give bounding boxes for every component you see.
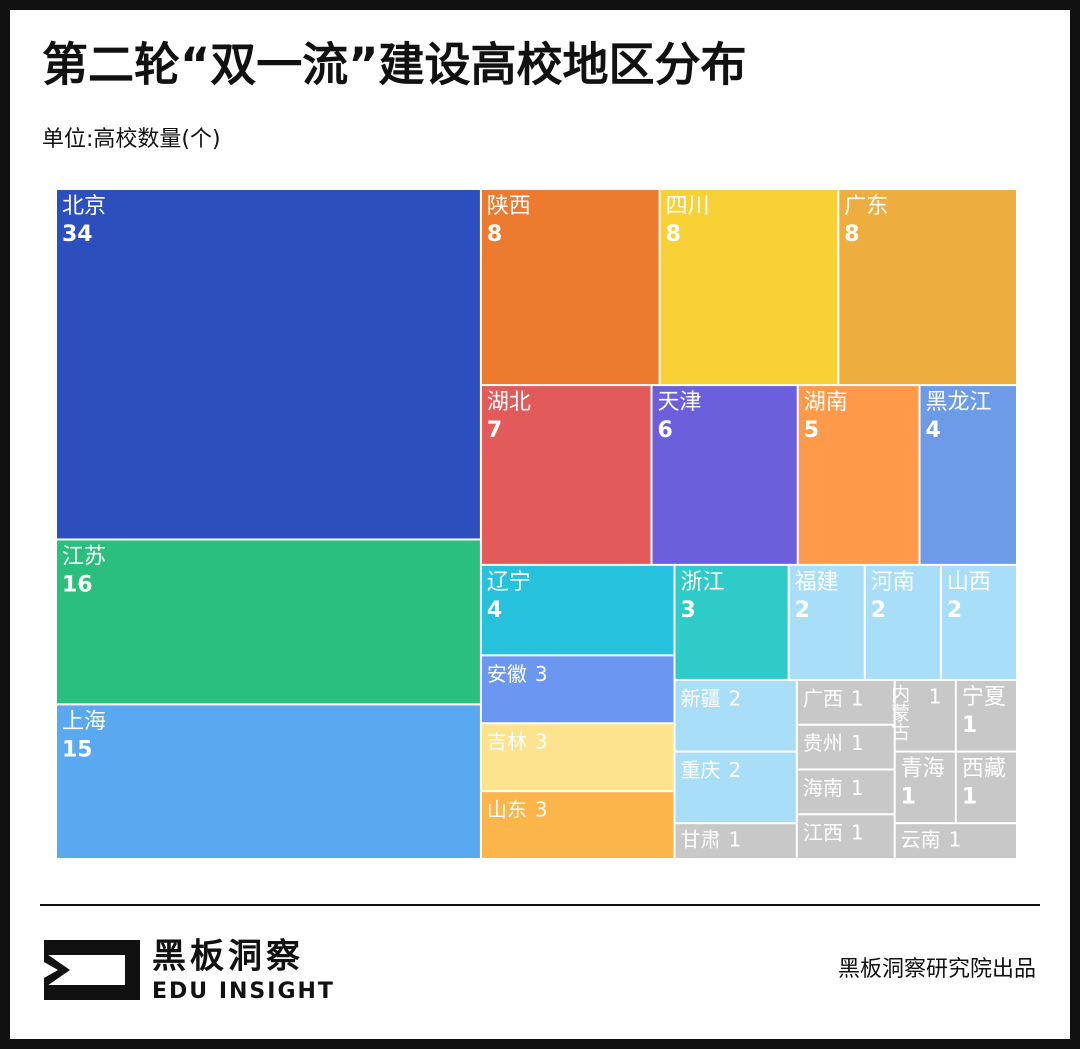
tile-label: 宁夏 (962, 685, 1006, 710)
tile-value: 1 (851, 686, 864, 710)
tile (895, 680, 955, 751)
tile (57, 705, 480, 858)
tile-label: 江苏 (62, 544, 106, 569)
tile-value: 15 (62, 737, 93, 762)
tile-label: 重庆 (681, 758, 721, 782)
tile-value: 7 (487, 418, 502, 443)
tile-label: 四川 (666, 194, 710, 219)
tile-label: 山东 (487, 798, 527, 822)
tile-value: 3 (535, 798, 548, 822)
tile-value: 3 (535, 662, 548, 686)
tile-value: 5 (804, 418, 819, 443)
tile (481, 792, 674, 858)
tile-value: 1 (851, 731, 864, 755)
chart-title: 第二轮“双一流”建设高校地区分布 (42, 38, 746, 92)
tile-label: 上海 (62, 709, 106, 734)
tile-label: 广东 (844, 194, 888, 219)
tile-label: 湖北 (487, 390, 531, 415)
tile-value: 2 (729, 686, 742, 710)
tile-value: 2 (871, 598, 886, 623)
tile-value: 1 (901, 785, 916, 810)
tile-label: 青海 (901, 757, 945, 782)
tile-label: 甘肃 (681, 828, 721, 852)
tile-label: 山西 (947, 570, 991, 595)
tile-label: 安徽 (487, 662, 527, 686)
tile (797, 725, 894, 769)
tile (481, 656, 674, 723)
tile (789, 565, 864, 679)
tile-label: 天津 (657, 390, 701, 415)
tile (675, 565, 788, 679)
tile (675, 752, 796, 823)
tile (652, 386, 797, 564)
tile-label: 新疆 (681, 686, 721, 710)
tile-value: 1 (962, 713, 977, 738)
tile-label: 吉林 (487, 730, 527, 754)
tile-label: 辽宁 (487, 570, 531, 595)
tile (797, 770, 894, 814)
tile (941, 565, 1016, 679)
tile (865, 565, 940, 679)
tile-value: 2 (795, 598, 810, 623)
tile (797, 680, 894, 724)
tile (57, 540, 480, 704)
tile-value: 8 (487, 222, 502, 247)
tile-label: 北京 (62, 194, 106, 219)
tile-value: 8 (844, 222, 859, 247)
tile-value: 4 (487, 598, 502, 623)
tile-value: 1 (729, 828, 742, 852)
brand-tagline: EDU INSIGHT (152, 979, 335, 1004)
credit: 黑板洞察研究院出品 (838, 957, 1036, 982)
tile-label: 海南 (803, 776, 843, 800)
logo (44, 940, 140, 1000)
tile-label: 浙江 (681, 570, 725, 595)
tile (895, 752, 955, 823)
tile (481, 386, 651, 564)
tile-value: 1 (851, 776, 864, 800)
tile-value: 1 (949, 828, 962, 852)
tile (675, 680, 796, 751)
tile-value: 3 (535, 730, 548, 754)
tile (481, 724, 674, 791)
tile-value: 8 (666, 222, 681, 247)
subtitle: 单位:高校数量(个) (42, 127, 221, 152)
tile-label: 内蒙古 (888, 684, 910, 741)
tile-label: 西藏 (962, 757, 1006, 782)
tile-label: 贵州 (803, 731, 843, 755)
tile-value: 3 (681, 598, 696, 623)
tile (57, 190, 480, 539)
tile (956, 680, 1016, 751)
tile (675, 824, 796, 858)
tile-value: 1 (851, 821, 864, 845)
tile (481, 190, 659, 385)
tile-value: 16 (62, 572, 93, 597)
tile (920, 386, 1016, 564)
tile-label: 陕西 (487, 194, 531, 219)
brand-name: 黑板洞察 (152, 937, 304, 977)
tile-label: 黑龙江 (926, 390, 992, 415)
tile (798, 386, 919, 564)
tile-label: 江西 (803, 821, 843, 845)
tile-value: 6 (657, 418, 672, 443)
tile-value: 4 (926, 418, 941, 443)
tile-label: 河南 (871, 570, 915, 595)
tile-label: 广西 (803, 686, 843, 710)
tile (956, 752, 1016, 823)
tile-value: 1 (929, 684, 942, 708)
tile-value: 2 (947, 598, 962, 623)
tile (797, 815, 894, 858)
tile-value: 34 (62, 222, 93, 247)
tile-value: 1 (962, 785, 977, 810)
tile (660, 190, 838, 385)
tile-label: 云南 (901, 828, 941, 852)
tile (481, 565, 674, 655)
tile-label: 湖南 (804, 390, 848, 415)
tile (895, 824, 1016, 858)
tile-value: 2 (729, 758, 742, 782)
tile-label: 福建 (795, 570, 839, 595)
tile (839, 190, 1016, 385)
